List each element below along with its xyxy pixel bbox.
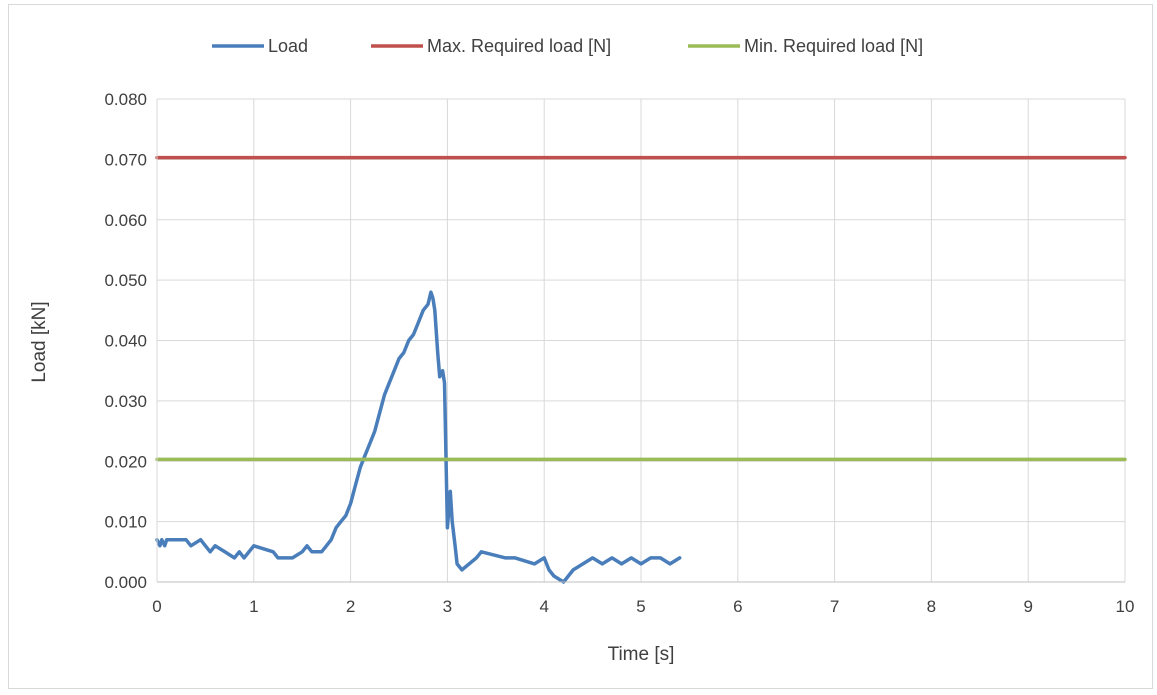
y-tick-label: 0.010 bbox=[104, 513, 147, 532]
y-tick-label: 0.000 bbox=[104, 573, 147, 592]
x-tick-label: 6 bbox=[733, 597, 742, 616]
x-tick-label: 2 bbox=[346, 597, 355, 616]
chart-frame bbox=[8, 4, 1153, 689]
x-axis-title: Time [s] bbox=[608, 644, 675, 665]
x-tick-label: 10 bbox=[1116, 597, 1135, 616]
y-tick-label: 0.080 bbox=[104, 90, 147, 109]
y-tick-label: 0.050 bbox=[104, 271, 147, 290]
y-tick-label: 0.030 bbox=[104, 392, 147, 411]
legend-label: Max. Required load [N] bbox=[427, 36, 611, 56]
y-tick-label: 0.060 bbox=[104, 211, 147, 230]
y-tick-label: 0.070 bbox=[104, 150, 147, 169]
x-tick-label: 4 bbox=[539, 597, 548, 616]
y-tick-label: 0.040 bbox=[104, 332, 147, 351]
legend-label: Load bbox=[268, 36, 308, 56]
gridlines bbox=[157, 98, 1126, 582]
x-tick-label: 9 bbox=[1023, 597, 1032, 616]
y-tick-label: 0.020 bbox=[104, 452, 147, 471]
x-tick-label: 0 bbox=[152, 597, 161, 616]
legend: Load Max. Required load [N] Min. Required … bbox=[212, 36, 923, 56]
series-lines bbox=[155, 155, 1127, 584]
x-tick-label: 8 bbox=[927, 597, 936, 616]
axes: 0.000 0.010 0.020 0.030 0.040 0.050 0.060 0.070… bbox=[104, 90, 1134, 616]
y-axis-title: Load [kN] bbox=[29, 301, 50, 382]
x-tick-label: 3 bbox=[443, 597, 452, 616]
legend-label: Min. Required load [N] bbox=[744, 36, 923, 56]
x-tick-label: 1 bbox=[249, 597, 258, 616]
x-tick-label: 5 bbox=[636, 597, 645, 616]
x-tick-label: 7 bbox=[830, 597, 839, 616]
series-line-load bbox=[155, 290, 682, 584]
